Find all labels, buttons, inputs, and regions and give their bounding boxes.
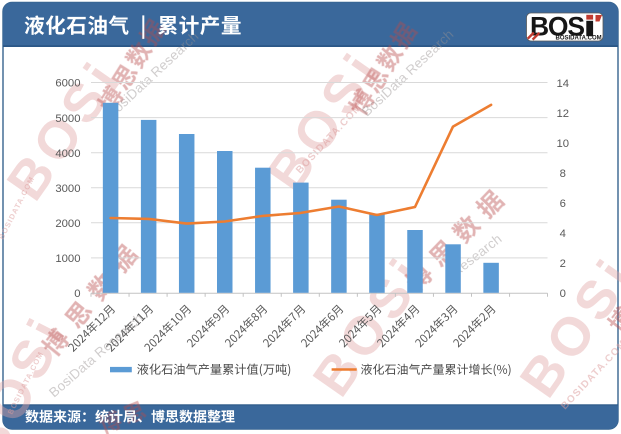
- svg-text:14: 14: [557, 78, 570, 90]
- svg-text:BOSIDATA.COM: BOSIDATA.COM: [556, 35, 602, 41]
- svg-text:4: 4: [560, 228, 566, 240]
- svg-text:10: 10: [557, 138, 570, 150]
- svg-text:8: 8: [560, 168, 566, 180]
- svg-text:0: 0: [74, 288, 80, 300]
- svg-text:3000: 3000: [55, 183, 80, 195]
- svg-text:4000: 4000: [55, 148, 80, 160]
- svg-text:5000: 5000: [55, 113, 80, 125]
- svg-text:12: 12: [557, 108, 570, 120]
- svg-text:2: 2: [560, 258, 566, 270]
- svg-text:6: 6: [560, 198, 566, 210]
- svg-text:1000: 1000: [55, 253, 80, 265]
- svg-text:6000: 6000: [55, 78, 80, 90]
- svg-text:0: 0: [560, 288, 566, 300]
- svg-text:2000: 2000: [55, 218, 80, 230]
- svg-text:BOS: BOS: [530, 12, 584, 42]
